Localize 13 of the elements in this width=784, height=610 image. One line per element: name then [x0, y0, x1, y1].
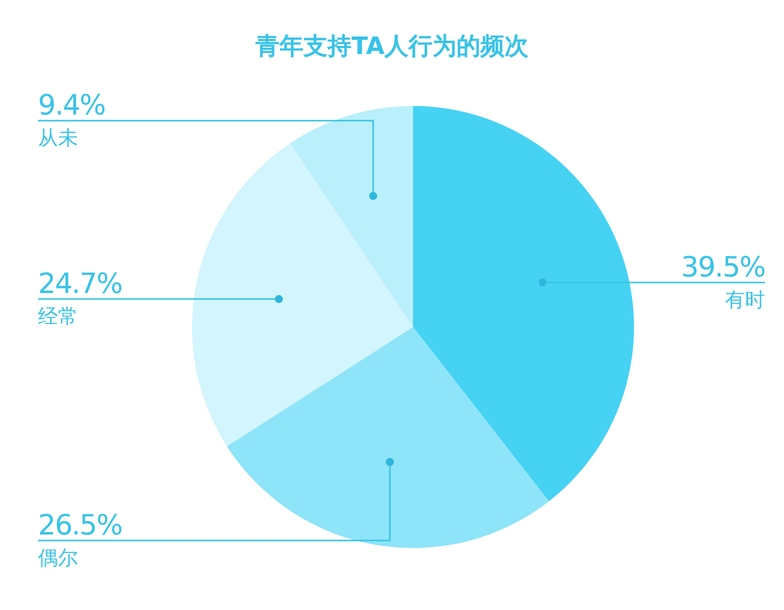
pie-slice [226, 327, 549, 548]
slice-label: 经常 [38, 304, 78, 328]
pie-slice [192, 143, 413, 446]
slice-label: 从未 [38, 126, 78, 150]
data-label: 39.5% [681, 250, 766, 284]
slice-label: 偶尔 [38, 545, 78, 570]
data-label: 9.4% [38, 88, 106, 122]
chart-title: 青年支持TA人行为的频次 [254, 32, 530, 60]
pie-slice [290, 106, 413, 327]
slice-label: 有时 [725, 287, 765, 312]
data-label: 26.5% [38, 508, 122, 542]
pie-slice [413, 106, 634, 502]
data-label: 24.7% [38, 267, 122, 300]
